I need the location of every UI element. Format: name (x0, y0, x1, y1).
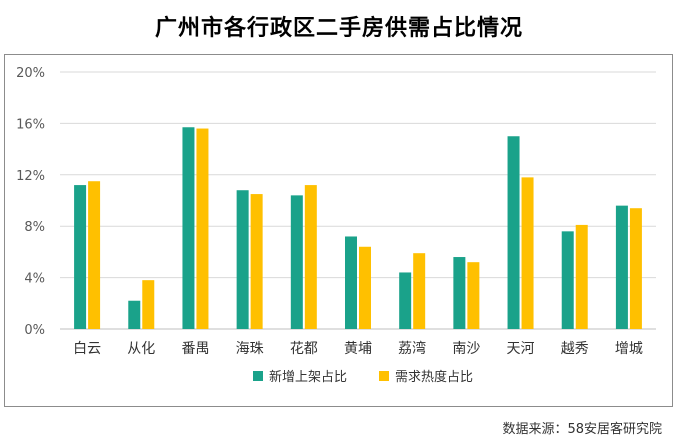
source-note: 数据来源：58安居客研究院 (502, 422, 662, 437)
x-tick-label: 花都 (290, 341, 318, 357)
bar-supply (74, 185, 87, 329)
bar-supply (290, 195, 303, 329)
x-tick-label: 荔湾 (398, 340, 426, 357)
bar-demand (196, 128, 209, 329)
y-tick-label: 4% (24, 272, 45, 287)
x-tick-label: 南沙 (452, 341, 480, 357)
x-tick-label: 天河 (507, 341, 535, 357)
x-tick-label: 越秀 (561, 341, 589, 357)
y-tick-label: 12% (16, 169, 45, 184)
y-tick-label: 0% (24, 323, 45, 338)
bar-supply (561, 231, 574, 329)
x-tick-label: 黄埔 (344, 340, 372, 357)
bar-demand (575, 224, 588, 329)
x-tick-label: 从化 (127, 341, 155, 357)
bar-demand (142, 280, 155, 329)
y-tick-label: 20% (16, 66, 45, 81)
bar-demand (467, 262, 480, 329)
bar-demand (250, 194, 263, 329)
bar-demand (521, 177, 534, 329)
bar-demand (359, 246, 371, 329)
bar-demand (304, 185, 317, 329)
legend-label-supply: 新增上架占比 (269, 369, 347, 385)
bar-supply (182, 127, 195, 329)
x-tick-label: 番禺 (181, 341, 209, 357)
chart-title: 广州市各行政区二手房供需占比情况 (154, 16, 523, 41)
x-tick-label: 海珠 (236, 341, 264, 357)
legend-label-demand: 需求热度占比 (395, 369, 473, 385)
bar-supply (507, 136, 520, 329)
bar-supply (615, 205, 628, 329)
bar-demand (629, 208, 642, 329)
x-tick-label: 白云 (73, 341, 101, 357)
bar-chart: 0% 4% 8% 12% 16% 20% 白云 从化 番禺 海珠 花都 黄埔 荔湾 南沙 天河 越秀 增城新增上… (16, 66, 656, 385)
bar-demand (88, 181, 101, 329)
bar-supply (128, 300, 141, 329)
bar-supply (453, 257, 466, 329)
legend-swatch-supply (253, 371, 263, 381)
bar-supply (236, 190, 249, 329)
x-tick-label: 增城 (615, 341, 643, 357)
bar-supply (399, 272, 412, 329)
bar-demand (413, 253, 426, 329)
legend-swatch-demand (379, 371, 389, 381)
y-tick-label: 16% (16, 117, 45, 132)
bar-supply (345, 236, 357, 329)
chart-panel: 0% 4% 8% 12% 16% 20% 白云 从化 番禺 海珠 花都 黄埔 荔湾 南沙 天河 越秀 增城新增上… (4, 54, 673, 407)
y-tick-label: 8% (24, 220, 45, 235)
